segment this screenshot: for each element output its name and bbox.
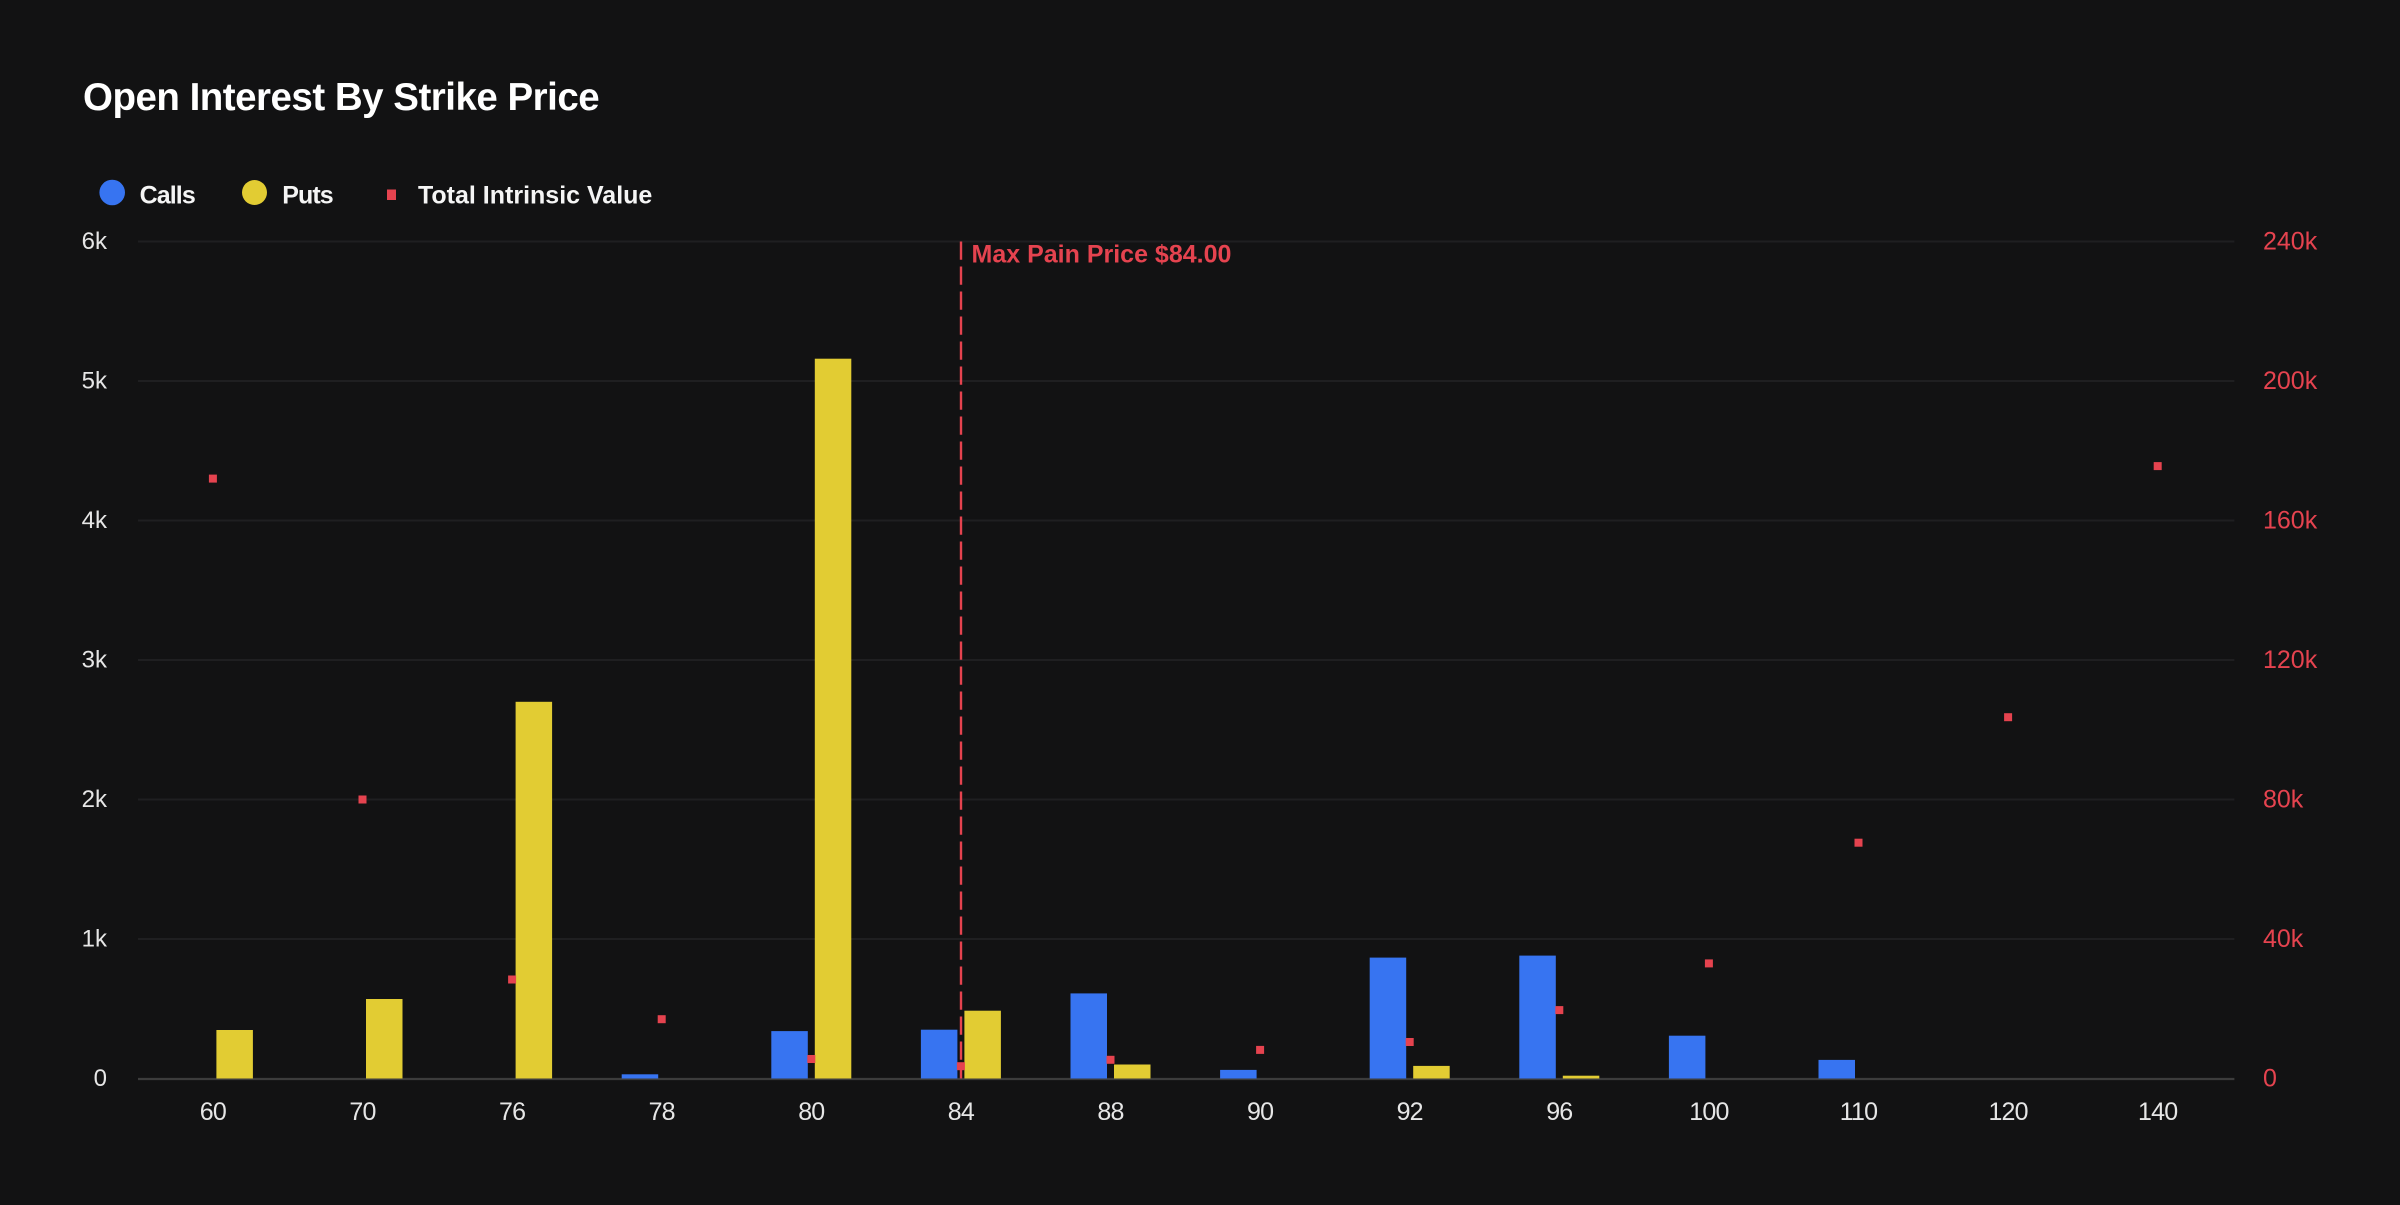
svg-text:100: 100 xyxy=(1689,1098,1728,1126)
svg-text:96: 96 xyxy=(1546,1098,1572,1126)
svg-text:160k: 160k xyxy=(2263,507,2318,535)
svg-text:140: 140 xyxy=(2138,1098,2177,1126)
svg-text:Puts: Puts xyxy=(282,182,333,210)
svg-text:80: 80 xyxy=(798,1098,824,1126)
svg-text:5k: 5k xyxy=(82,368,108,395)
svg-text:60: 60 xyxy=(200,1098,226,1126)
svg-text:76: 76 xyxy=(499,1098,525,1126)
svg-text:0: 0 xyxy=(2263,1065,2277,1093)
svg-text:110: 110 xyxy=(1840,1098,1877,1126)
svg-text:Max Pain Price $84.00: Max Pain Price $84.00 xyxy=(972,241,1232,269)
svg-text:40k: 40k xyxy=(2263,925,2304,953)
svg-text:6k: 6k xyxy=(82,228,108,255)
svg-text:Total Intrinsic Value: Total Intrinsic Value xyxy=(418,182,652,210)
svg-text:2k: 2k xyxy=(82,786,108,813)
svg-text:Calls: Calls xyxy=(140,182,195,210)
svg-text:84: 84 xyxy=(948,1098,975,1126)
svg-text:70: 70 xyxy=(349,1098,375,1126)
svg-text:88: 88 xyxy=(1097,1098,1123,1126)
svg-text:3k: 3k xyxy=(82,647,108,674)
svg-text:240k: 240k xyxy=(2263,228,2318,256)
svg-text:200k: 200k xyxy=(2263,367,2318,395)
svg-text:0: 0 xyxy=(94,1065,107,1092)
svg-text:78: 78 xyxy=(649,1098,675,1126)
svg-text:4k: 4k xyxy=(82,507,108,534)
svg-text:90: 90 xyxy=(1247,1098,1273,1126)
svg-text:Open Interest By Strike Price: Open Interest By Strike Price xyxy=(83,76,599,119)
svg-text:120k: 120k xyxy=(2263,646,2318,674)
svg-text:92: 92 xyxy=(1397,1098,1423,1126)
svg-text:120: 120 xyxy=(1988,1098,2027,1126)
svg-text:80k: 80k xyxy=(2263,786,2304,814)
svg-text:1k: 1k xyxy=(82,926,108,953)
